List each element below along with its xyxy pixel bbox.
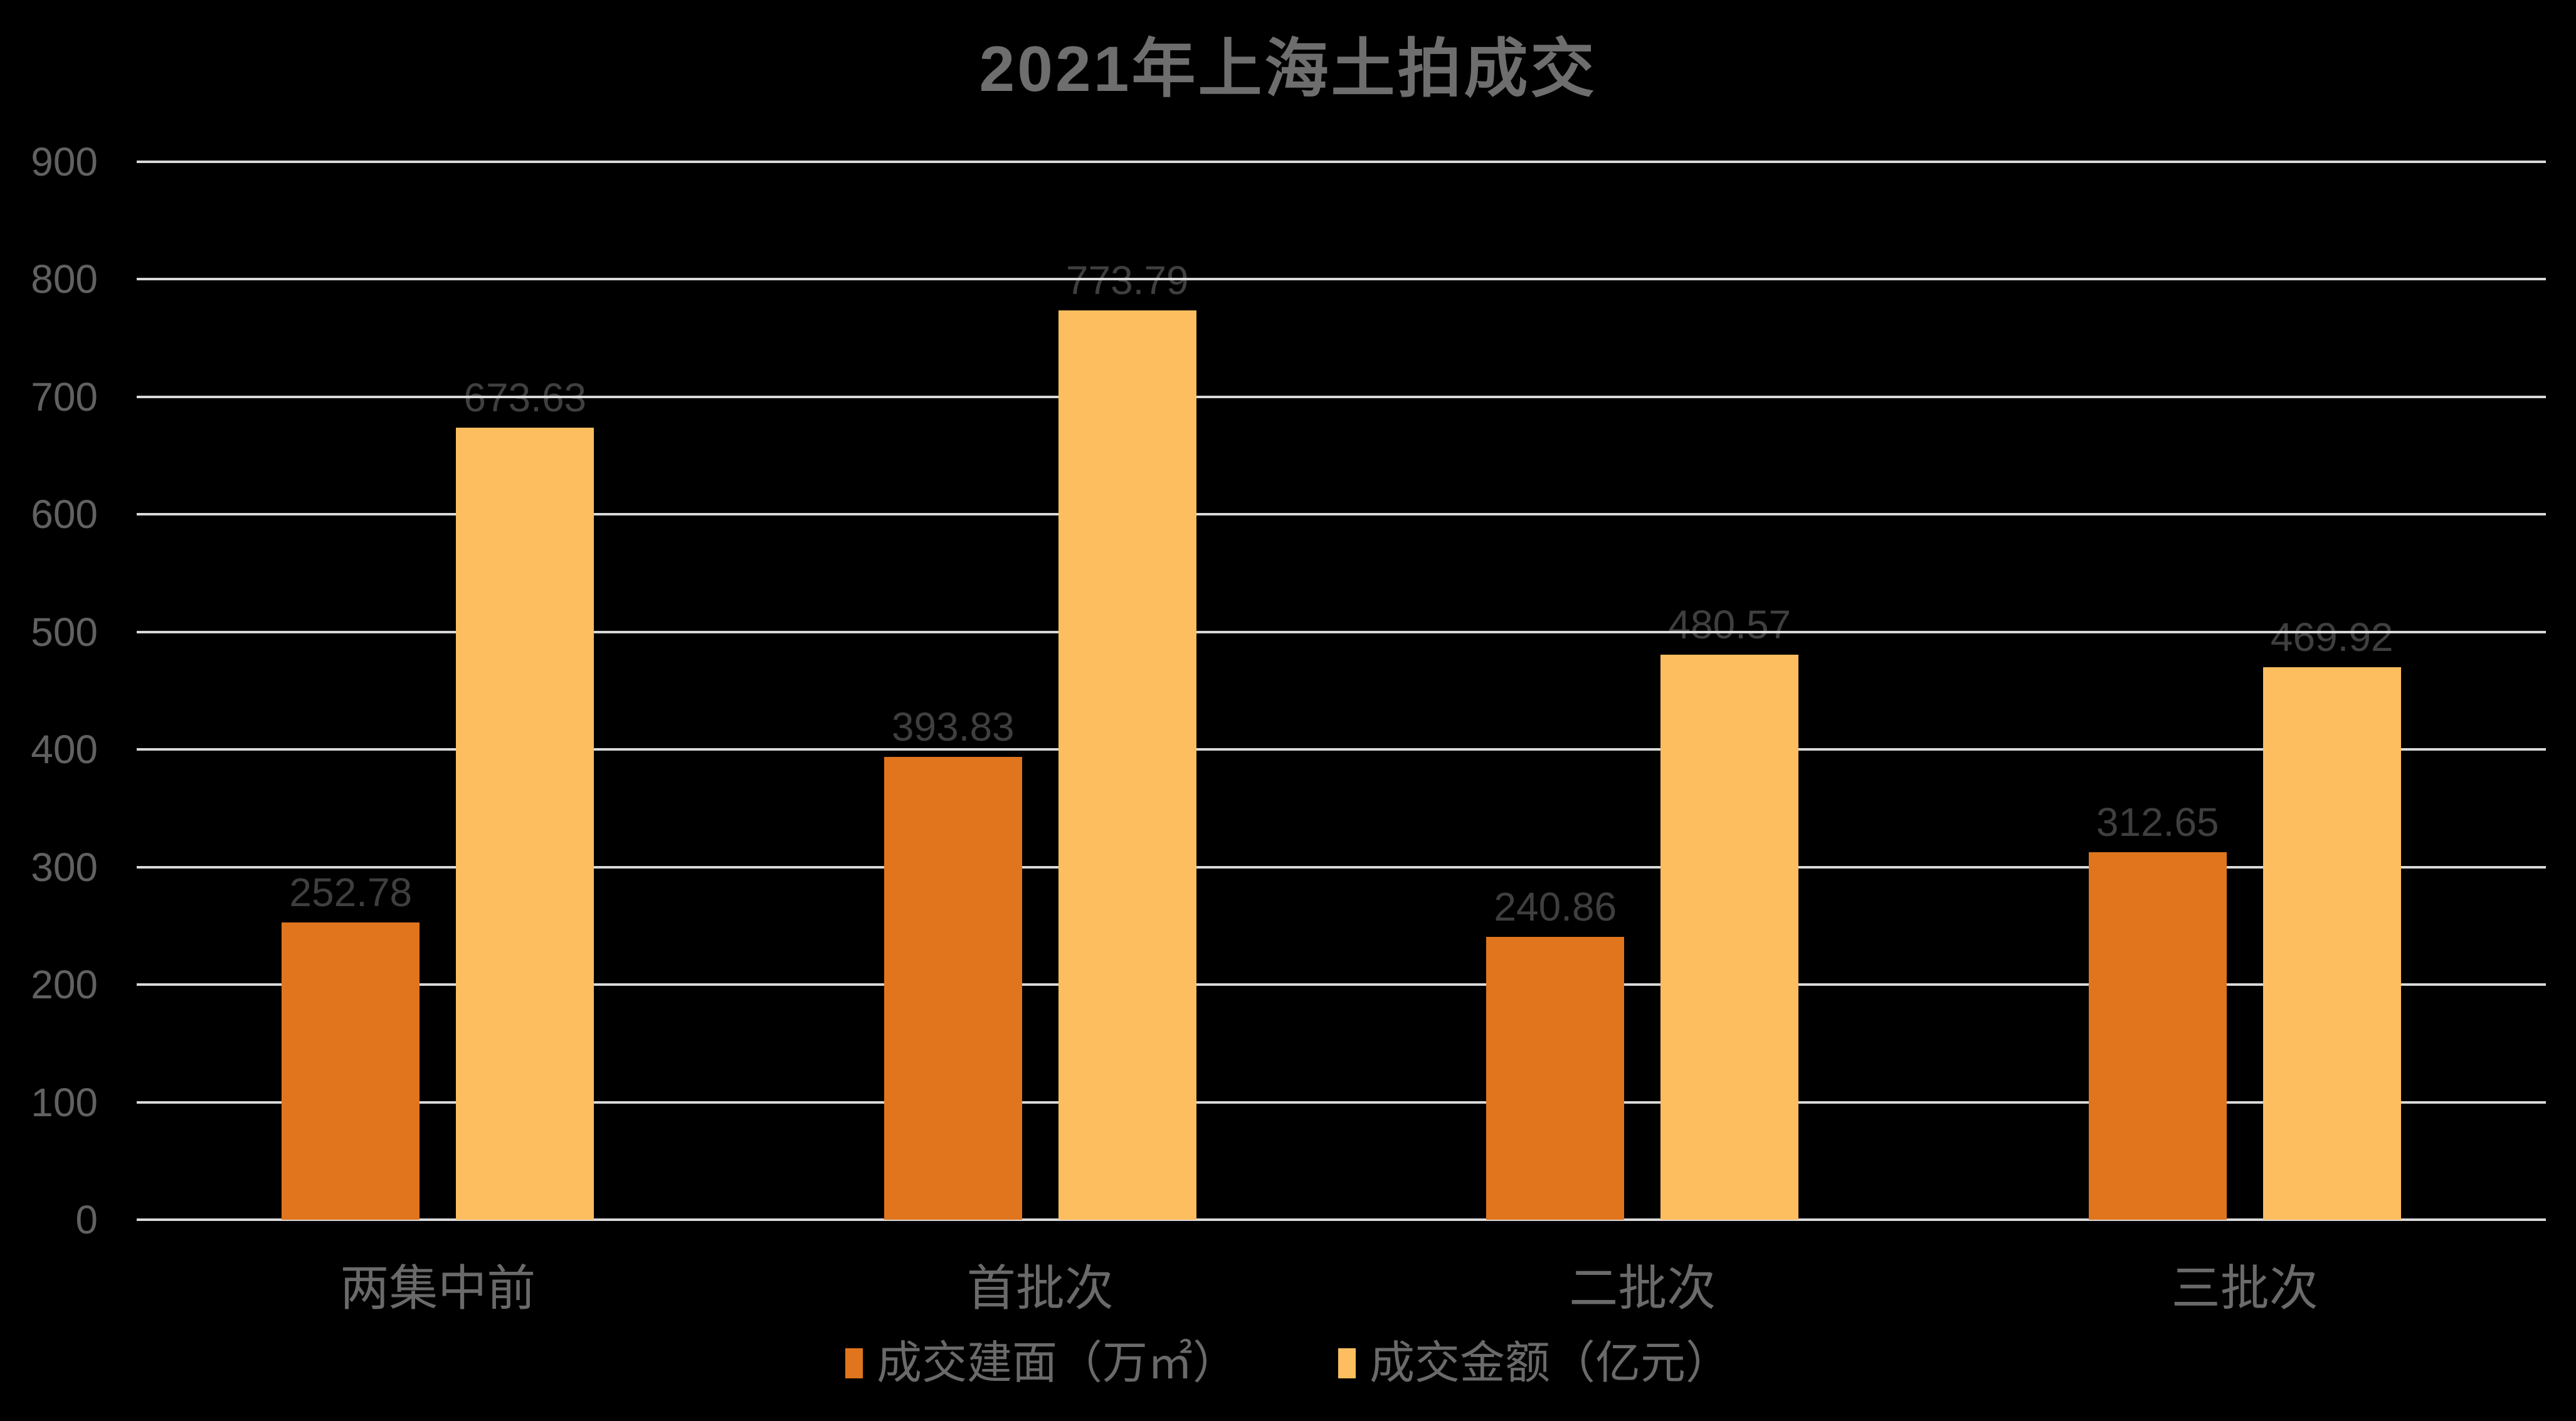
bar-series-2: 673.63 <box>456 162 594 1220</box>
data-label: 240.86 <box>1494 884 1617 929</box>
bar-pair: 393.83 773.79 <box>739 162 1342 1220</box>
category-label: 首批次 <box>966 1260 1114 1316</box>
bar-series-2: 480.57 <box>1660 162 1799 1220</box>
legend-item: 成交金额（亿元） <box>1338 1341 1731 1386</box>
gridline <box>137 161 2546 163</box>
category-label: 两集中前 <box>340 1260 536 1316</box>
bar-series-1: 312.65 <box>2088 162 2227 1220</box>
category-group: 312.65 469.92 三批次 <box>1944 162 2547 1313</box>
bar-fill-series-1 <box>884 756 1022 1220</box>
data-label: 480.57 <box>1668 602 1792 648</box>
data-label: 469.92 <box>2270 615 2394 660</box>
category-label: 二批次 <box>1569 1260 1716 1316</box>
y-axis-tick-label: 200 <box>31 962 98 1008</box>
legend: 成交建面（万㎡） 成交金额（亿元） <box>0 1341 2576 1386</box>
data-label: 393.83 <box>891 704 1015 749</box>
bar-pair: 252.78 673.63 <box>137 162 739 1220</box>
bar-fill-series-1 <box>2088 852 2227 1220</box>
y-axis-tick-label: 600 <box>31 492 98 537</box>
y-axis-tick-label: 700 <box>31 374 98 420</box>
gridline <box>137 1218 2546 1221</box>
bar-fill-series-2 <box>1058 310 1196 1220</box>
bar-series-2: 773.79 <box>1058 162 1196 1220</box>
legend-item: 成交建面（万㎡） <box>845 1341 1238 1386</box>
category-group: 393.83 773.79 首批次 <box>739 162 1342 1313</box>
chart-title: 2021年上海土拍成交 <box>979 33 1597 105</box>
legend-label: 成交金额（亿元） <box>1370 1338 1731 1388</box>
y-axis-tick-label: 0 <box>75 1197 98 1242</box>
gridline <box>137 865 2546 869</box>
gridline <box>137 630 2546 633</box>
bar-pair: 312.65 469.92 <box>1944 162 2547 1220</box>
y-axis-tick-label: 300 <box>31 844 98 890</box>
data-label: 252.78 <box>289 870 413 916</box>
gridline <box>137 983 2546 986</box>
bar-fill-series-1 <box>282 922 420 1220</box>
bar-pair: 240.86 480.57 <box>1341 162 1944 1220</box>
y-axis-tick-label: 500 <box>31 609 98 655</box>
gridline <box>137 395 2546 398</box>
bar-series-2: 469.92 <box>2262 162 2401 1220</box>
bar-series-1: 252.78 <box>282 162 420 1220</box>
y-axis-tick-label: 400 <box>31 727 98 773</box>
gridline <box>137 513 2546 516</box>
gridline <box>137 278 2546 281</box>
bar-fill-series-2 <box>456 428 594 1220</box>
legend-label: 成交建面（万㎡） <box>876 1338 1238 1388</box>
y-axis-tick-label: 900 <box>31 139 98 184</box>
bar-series-1: 393.83 <box>884 162 1022 1220</box>
bar-fill-series-2 <box>2262 667 2401 1220</box>
data-label: 312.65 <box>2096 799 2219 845</box>
y-axis-tick-label: 100 <box>31 1079 98 1125</box>
gridline <box>137 748 2546 751</box>
legend-swatch <box>1338 1348 1356 1378</box>
category-group: 252.78 673.63 两集中前 <box>137 162 739 1313</box>
legend-swatch <box>845 1348 863 1378</box>
bar-fill-series-1 <box>1486 936 1625 1220</box>
y-axis-tick-label: 800 <box>31 256 98 302</box>
category-group: 240.86 480.57 二批次 <box>1341 162 1944 1313</box>
plot-area: 0 100 200 300 400 500 600 700 800 900 252.78 673.63… <box>31 142 2547 1313</box>
gridline <box>137 1101 2546 1104</box>
bar-series-1: 240.86 <box>1486 162 1625 1220</box>
bar-fill-series-2 <box>1660 655 1799 1220</box>
category-label: 三批次 <box>2171 1260 2318 1316</box>
